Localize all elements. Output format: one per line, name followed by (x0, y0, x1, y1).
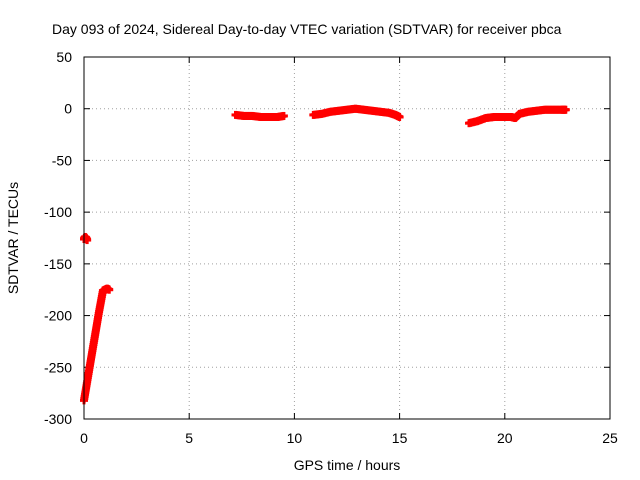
y-tick-label: 0 (64, 101, 72, 117)
y-tick-label: -250 (44, 359, 72, 375)
data-point (395, 112, 404, 121)
y-tick-label: -200 (44, 308, 72, 324)
y-tick-label: -50 (52, 152, 72, 168)
data-point (561, 105, 570, 114)
y-tick-label: -300 (44, 411, 72, 427)
y-tick-label: -150 (44, 256, 72, 272)
plot-frame (83, 56, 611, 420)
y-tick-label: -100 (44, 204, 72, 220)
x-axis-label: GPS time / hours (294, 457, 401, 473)
chart-title: Day 093 of 2024, Sidereal Day-to-day VTE… (52, 21, 562, 37)
x-tick-label: 5 (185, 430, 193, 446)
x-tick-label: 20 (497, 430, 513, 446)
data-point (105, 285, 114, 294)
x-tick-label: 15 (392, 430, 408, 446)
x-tick-label: 0 (80, 430, 88, 446)
y-tick-label: 50 (56, 49, 72, 65)
x-tick-label: 10 (287, 430, 303, 446)
data-point (279, 111, 288, 120)
data-points (80, 104, 570, 405)
x-tick-label: 25 (602, 430, 618, 446)
y-axis-label: SDTVAR / TECUs (5, 182, 21, 294)
